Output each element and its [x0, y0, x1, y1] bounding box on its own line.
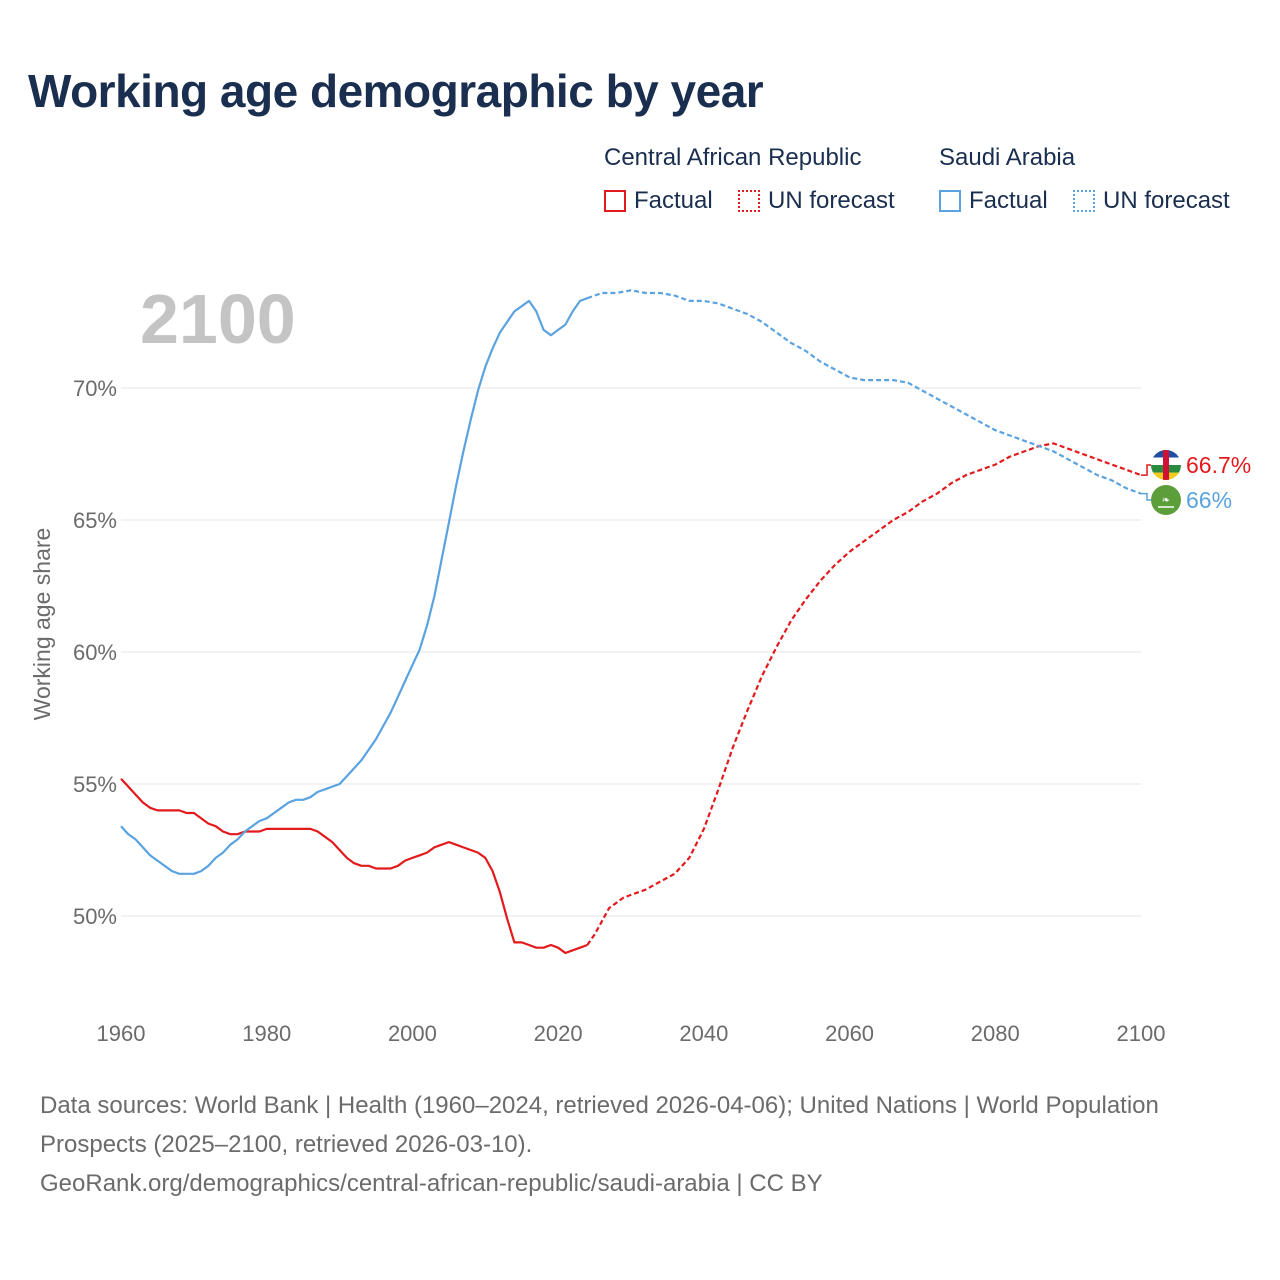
flag-emblem: ❧: [1162, 495, 1170, 506]
series-line-forecast: [586, 289, 1142, 495]
legend-swatch-dotted: [738, 190, 760, 212]
year-label: 2100: [140, 280, 296, 358]
x-tick-label: 2080: [971, 1021, 1020, 1046]
legend-swatch-solid: [604, 190, 626, 212]
x-tick-label: 2060: [825, 1021, 874, 1046]
end-connector: [1141, 464, 1152, 476]
x-tick-label: 1980: [242, 1021, 291, 1046]
legend-label: Factual: [969, 187, 1048, 214]
footer-sources: Data sources: World Bank | Health (1960–…: [40, 1092, 1159, 1158]
series-lines: [120, 289, 1142, 955]
legend-group-saudi-arabia: Saudi Arabia: [939, 144, 1076, 171]
y-tick-label: 65%: [73, 508, 117, 533]
line-chart: 2100 Working age share 50% 55% 60% 65% 70% 1…: [29, 280, 1251, 1046]
legend-label: UN forecast: [768, 187, 895, 214]
y-tick-label: 55%: [73, 772, 117, 797]
y-tick-label: 70%: [73, 376, 117, 401]
legend-group-central-african-republic: Central African Republic: [604, 144, 862, 171]
end-connector: [1141, 492, 1152, 501]
chart-title: Working age demographic by year: [28, 65, 764, 117]
x-tick-label: 2040: [679, 1021, 728, 1046]
legend-item-sa-factual[interactable]: Factual: [939, 187, 1048, 215]
series-line-factual: [120, 777, 588, 955]
y-axis-ticks: 50% 55% 60% 65% 70%: [73, 376, 117, 929]
series-end-label: 66.7%: [1186, 452, 1251, 478]
gridlines: [121, 387, 1141, 917]
x-tick-label: 1960: [97, 1021, 146, 1046]
y-axis-label: Working age share: [29, 528, 55, 721]
series-end-label: 66%: [1186, 487, 1232, 513]
y-tick-label: 50%: [73, 904, 117, 929]
series-line-factual: [120, 297, 588, 875]
y-tick-label: 60%: [73, 640, 117, 665]
footer-attribution[interactable]: GeoRank.org/demographics/central-african…: [40, 1170, 823, 1197]
footer: Data sources: World Bank | Health (1960–…: [40, 1086, 1240, 1203]
saudi-arabia-flag-icon: ❧: [1151, 485, 1181, 515]
x-tick-label: 2020: [534, 1021, 583, 1046]
legend-item-car-forecast[interactable]: UN forecast: [738, 187, 895, 215]
series-end-markers: 66.7% ❧ 66%: [1141, 450, 1251, 515]
x-tick-label: 2000: [388, 1021, 437, 1046]
flag-stripe: [1163, 450, 1169, 480]
legend-label: Factual: [634, 187, 713, 214]
legend-swatch-dotted: [1073, 190, 1095, 212]
series-line-forecast: [586, 442, 1142, 946]
legend-item-car-factual[interactable]: Factual: [604, 187, 713, 215]
x-tick-label: 2100: [1117, 1021, 1166, 1046]
legend-label: UN forecast: [1103, 187, 1230, 214]
x-axis-ticks: 1960 1980 2000 2020 2040 2060 2080 2100: [97, 1021, 1166, 1046]
legend-item-sa-forecast[interactable]: UN forecast: [1073, 187, 1230, 215]
legend-swatch-solid: [939, 190, 961, 212]
central-african-republic-flag-icon: [1151, 450, 1181, 480]
